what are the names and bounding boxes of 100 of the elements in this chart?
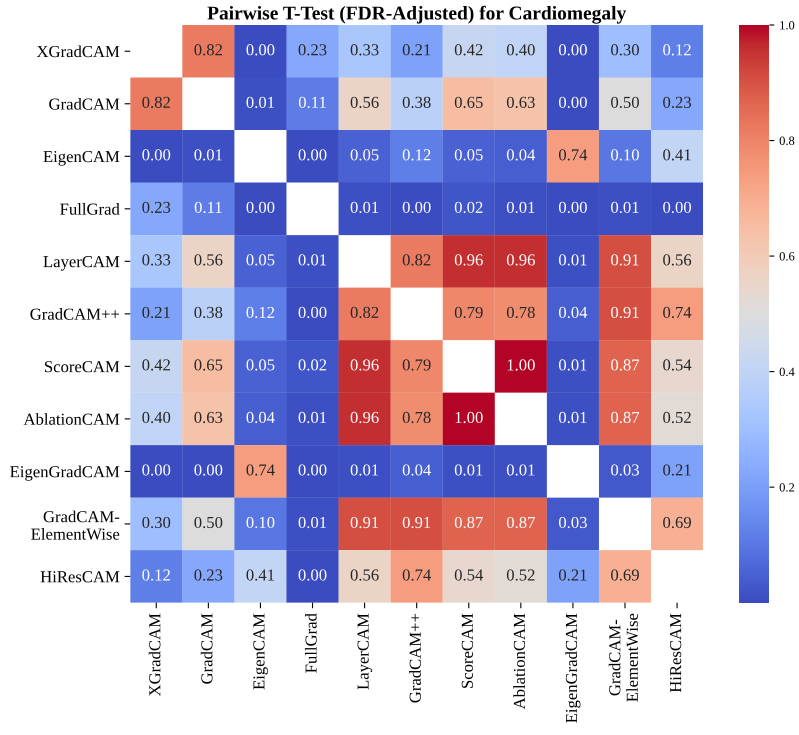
data-label: 0.79 (454, 306, 483, 318)
data-label: 0.50 (194, 516, 222, 528)
data-label: 0.01 (558, 254, 587, 266)
data-label: 0.10 (246, 516, 274, 528)
x-tick-label: GradCAM++ (409, 614, 421, 703)
data-label: 0.05 (246, 359, 274, 371)
data-label: 0.63 (506, 96, 535, 108)
data-label: 0.12 (142, 569, 170, 581)
data-label: 0.74 (246, 464, 275, 476)
data-label: 0.00 (298, 149, 326, 161)
data-label: 0.33 (142, 254, 170, 266)
data-label: 0.00 (558, 44, 587, 56)
data-label: 0.00 (402, 202, 431, 214)
data-label: 0.21 (142, 306, 170, 318)
data-label: 0.04 (558, 306, 588, 318)
data-label: 0.00 (298, 569, 326, 581)
data-label: 0.74 (558, 149, 588, 161)
data-label: 0.41 (663, 149, 691, 161)
data-label: 0.23 (194, 569, 222, 581)
data-label: 0.40 (506, 44, 535, 56)
data-label: 0.10 (611, 149, 639, 161)
y-tick-label: EigenCAM (43, 151, 120, 166)
data-label: 0.91 (611, 254, 639, 266)
data-label: 0.50 (611, 96, 639, 108)
data-label: 0.04 (246, 412, 275, 424)
y-tick-label: LayerCAM (43, 256, 120, 271)
x-tick-label: LayerCAM (358, 614, 372, 690)
data-label: 0.56 (663, 254, 692, 266)
data-label: 0.54 (663, 359, 692, 371)
data-label: 0.91 (350, 516, 378, 528)
data-label: 0.01 (506, 202, 534, 214)
data-label: 0.91 (611, 306, 639, 318)
data-label: 0.41 (246, 569, 274, 581)
data-label: 0.05 (350, 149, 379, 161)
y-tick-label: GradCAM (49, 98, 120, 110)
data-label: 1.00 (456, 412, 483, 424)
data-label: 0.63 (194, 412, 222, 424)
data-label: 0.01 (298, 412, 326, 424)
y-tick-label: GradCAM++ (30, 308, 120, 320)
data-label: 0.04 (402, 464, 431, 476)
data-label: 0.00 (663, 202, 692, 214)
data-label: 0.03 (558, 516, 587, 528)
data-label: 0.01 (558, 412, 587, 424)
color-bar-label: 1.0 (780, 21, 794, 30)
data-label: 0.40 (142, 412, 170, 424)
data-label: 0.96 (350, 412, 379, 424)
y-tick-label: ScoreCAM (45, 361, 120, 372)
data-label: 0.23 (663, 96, 692, 108)
data-label: 0.78 (506, 306, 535, 318)
data-label: 0.23 (142, 202, 170, 214)
data-label: 0.42 (454, 44, 482, 56)
x-tick-label: FullGrad (304, 613, 317, 673)
x-tick-label: GradCAM- ElementWise (608, 614, 638, 702)
color-bar-label: 0.4 (780, 368, 795, 376)
data-label: 0.11 (298, 96, 326, 108)
data-label: 0.00 (142, 464, 170, 476)
data-label: 0.74 (402, 569, 431, 581)
data-label: 0.82 (350, 306, 378, 318)
data-label: 0.01 (350, 202, 378, 214)
data-label: 0.12 (663, 44, 691, 56)
data-label: 0.01 (298, 516, 326, 528)
data-label: 0.00 (194, 464, 222, 476)
data-label: 0.04 (506, 149, 536, 161)
data-label: 0.02 (454, 202, 482, 214)
data-label: 0.52 (506, 569, 535, 581)
y-tick-label: GradCAM- ElementWise (31, 510, 120, 540)
data-label: 0.05 (246, 254, 274, 266)
data-label: 0.00 (246, 44, 274, 56)
x-tick-label: GradCAM (200, 614, 213, 684)
data-label: 0.56 (350, 569, 379, 581)
data-label: 0.00 (142, 149, 170, 161)
data-label: 0.82 (194, 44, 222, 56)
data-label: 0.00 (246, 202, 274, 214)
data-label: 0.87 (611, 359, 640, 371)
data-label: 0.05 (454, 149, 483, 161)
y-tick-label: FullGrad (60, 203, 120, 215)
x-tick-label: AblationCAM (513, 614, 526, 710)
data-label: 0.78 (402, 412, 431, 424)
data-label: 0.30 (142, 516, 170, 528)
data-label: 0.87 (611, 412, 640, 424)
data-label: 0.54 (454, 569, 484, 581)
data-label: 0.65 (454, 96, 483, 108)
data-label: 0.33 (350, 44, 379, 56)
data-label: 0.21 (558, 569, 587, 581)
data-label: 0.12 (402, 149, 430, 161)
data-label: 0.01 (506, 464, 534, 476)
data-label: 0.01 (246, 96, 274, 108)
color-bar-label: 0.8 (780, 136, 794, 146)
data-label: 0.03 (611, 464, 639, 476)
data-label: 0.30 (611, 44, 639, 56)
data-label: 0.00 (558, 96, 587, 108)
data-label: 0.12 (246, 306, 274, 318)
data-label: 0.00 (298, 464, 326, 476)
y-tick-label: AblationCAM (24, 413, 120, 425)
y-tick-label: XGradCAM (36, 45, 120, 58)
x-tick-label: EigenCAM (253, 614, 268, 690)
data-label: 0.56 (194, 254, 222, 266)
data-label: 0.38 (194, 306, 222, 318)
data-label: 0.96 (350, 359, 379, 371)
x-tick-label: EigenGradCAM (565, 614, 580, 723)
